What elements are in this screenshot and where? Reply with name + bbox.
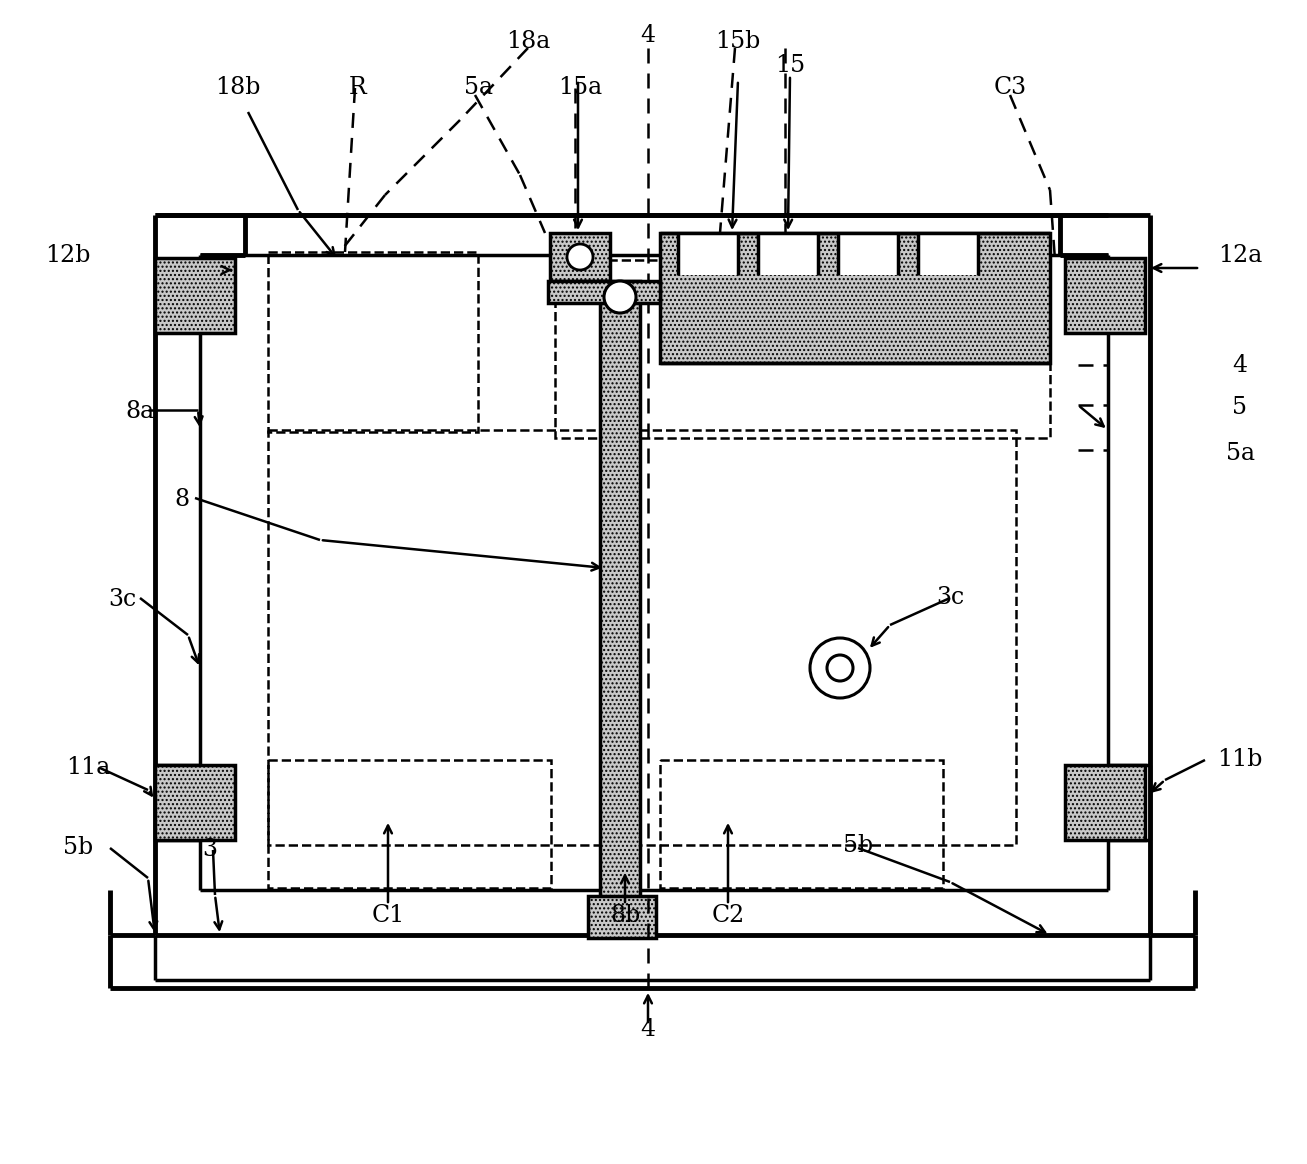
Text: 5b: 5b <box>63 837 93 859</box>
Bar <box>678 233 738 275</box>
Text: 11b: 11b <box>1217 748 1263 772</box>
Bar <box>548 281 660 303</box>
Bar <box>660 760 942 888</box>
Text: 12b: 12b <box>46 243 90 267</box>
Bar <box>918 233 978 275</box>
Bar <box>1065 258 1145 333</box>
Text: 8: 8 <box>174 489 190 511</box>
Text: 8a: 8a <box>125 400 154 424</box>
Circle shape <box>604 281 637 313</box>
Text: 12a: 12a <box>1218 243 1263 267</box>
Text: 3c: 3c <box>108 589 136 611</box>
Text: 5a: 5a <box>1226 441 1255 464</box>
Text: 18b: 18b <box>216 77 260 99</box>
Bar <box>660 233 1050 363</box>
Bar <box>156 765 235 840</box>
Text: 3c: 3c <box>936 587 965 610</box>
Bar <box>268 760 552 888</box>
Bar <box>156 258 235 333</box>
Bar <box>758 233 818 275</box>
Text: C1: C1 <box>371 903 405 927</box>
Text: 18a: 18a <box>506 30 550 54</box>
Text: 15b: 15b <box>715 30 761 54</box>
Text: 3: 3 <box>203 838 217 861</box>
Bar <box>550 233 610 281</box>
Text: C3: C3 <box>993 77 1026 99</box>
Bar <box>555 260 1050 438</box>
Text: 4: 4 <box>1233 354 1248 376</box>
Bar <box>268 430 1016 845</box>
Text: R: R <box>349 77 367 99</box>
Text: 5b: 5b <box>843 833 873 857</box>
Text: 8b: 8b <box>610 903 640 927</box>
Circle shape <box>567 244 593 270</box>
Text: 11a: 11a <box>65 757 110 780</box>
Bar <box>588 896 656 938</box>
Text: 15a: 15a <box>558 77 603 99</box>
Text: 4: 4 <box>640 23 656 47</box>
Bar <box>600 281 640 900</box>
Bar <box>838 233 898 275</box>
Bar <box>268 251 478 432</box>
Text: C2: C2 <box>711 903 745 927</box>
Text: 15: 15 <box>775 54 805 77</box>
Bar <box>1065 765 1145 840</box>
Text: 5a: 5a <box>464 77 493 99</box>
Text: 4: 4 <box>640 1018 656 1042</box>
Text: 5: 5 <box>1233 397 1247 419</box>
